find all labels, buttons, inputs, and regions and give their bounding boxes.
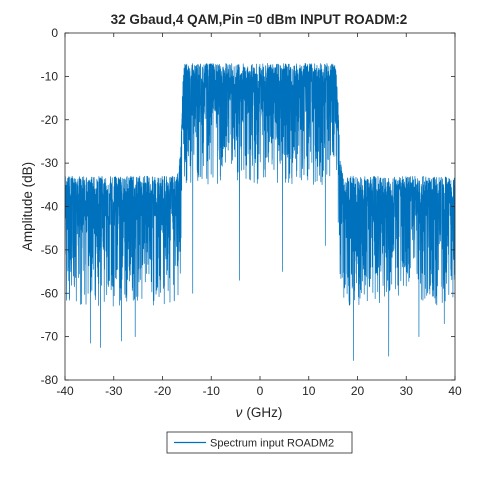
y-tick-label: -70 bbox=[41, 330, 59, 344]
legend[interactable]: Spectrum input ROADM2 bbox=[166, 431, 353, 454]
series-layer bbox=[65, 63, 455, 361]
chart-title: 32 Gbaud,4 QAM,Pin =0 dBm INPUT ROADM:2 bbox=[111, 12, 408, 27]
legend-box bbox=[166, 431, 353, 454]
x-tick-label: 20 bbox=[351, 384, 365, 398]
y-axis: 0 -10 -20 -30 -40 -50 -60 -70 -80 bbox=[41, 26, 455, 387]
x-tick-label: 0 bbox=[257, 384, 264, 398]
x-tick-label: -20 bbox=[154, 384, 172, 398]
x-tick-label: 10 bbox=[302, 384, 316, 398]
x-axis: -40 -30 -20 -10 0 10 20 30 40 bbox=[56, 33, 462, 398]
plot-viewport bbox=[65, 63, 455, 361]
x-axis-unit: (GHz) bbox=[246, 405, 282, 420]
y-tick-label: -10 bbox=[41, 69, 59, 83]
y-tick-label: -80 bbox=[41, 373, 59, 387]
y-axis-label: Amplitude (dB) bbox=[20, 162, 35, 251]
y-tick-label: -50 bbox=[41, 243, 59, 257]
y-tick-label: -30 bbox=[41, 156, 59, 170]
spectrum-trace-line bbox=[65, 63, 455, 361]
y-tick-label: -40 bbox=[41, 200, 59, 214]
legend-label: Spectrum input ROADM2 bbox=[210, 438, 334, 450]
y-tick-label: -60 bbox=[41, 286, 59, 300]
x-tick-label: -10 bbox=[203, 384, 221, 398]
x-tick-label: 30 bbox=[400, 384, 414, 398]
x-axis-symbol: ν bbox=[236, 405, 243, 420]
x-tick-label: 40 bbox=[448, 384, 462, 398]
y-tick-label: -20 bbox=[41, 113, 59, 127]
x-axis-label: ν (GHz) bbox=[236, 405, 283, 420]
x-tick-label: -40 bbox=[56, 384, 74, 398]
y-tick-label: 0 bbox=[51, 26, 58, 40]
x-tick-label: -30 bbox=[105, 384, 123, 398]
